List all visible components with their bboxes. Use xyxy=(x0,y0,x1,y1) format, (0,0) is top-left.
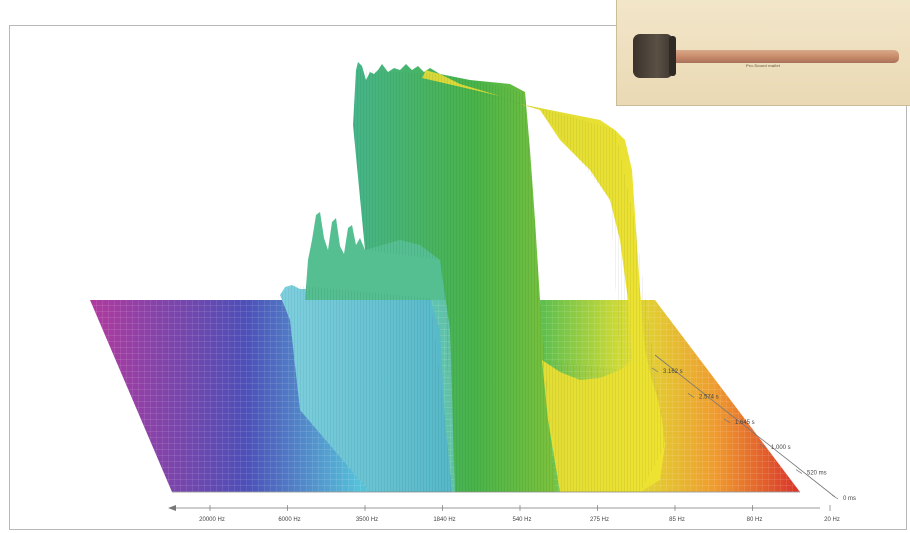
time-axis: 0 ms 520 ms 1.000 s 1.645 s 2.574 s 3.162 s xyxy=(651,354,856,502)
mallet-icon xyxy=(633,34,899,78)
axis-arrow-icon xyxy=(168,505,176,511)
x-tick-label: 1840 Hz xyxy=(433,517,455,523)
z-tick-label: 1.000 s xyxy=(771,445,791,451)
x-tick-label: 20 Hz xyxy=(824,517,840,523)
z-tick-label: 2.574 s xyxy=(699,394,719,400)
x-tick-label: 85 Hz xyxy=(669,517,685,523)
mallet-inset xyxy=(616,0,910,106)
x-tick-label: 80 Hz xyxy=(747,517,763,523)
z-tick-mark xyxy=(831,494,839,500)
z-tick-label: 1.645 s xyxy=(735,420,755,426)
z-tick-label: 0 ms xyxy=(843,496,856,502)
z-tick-mark xyxy=(759,443,767,449)
x-tick-label: 6000 Hz xyxy=(278,517,300,523)
z-tick-mark xyxy=(651,367,659,373)
wall-texture-cyan xyxy=(280,285,452,492)
x-tick-label: 3500 Hz xyxy=(356,517,378,523)
z-tick-label: 3.162 s xyxy=(663,369,683,375)
z-tick-label: 520 ms xyxy=(807,471,827,477)
wall-texture-green xyxy=(353,70,555,492)
x-tick-label: 540 Hz xyxy=(512,517,531,523)
series-mid-peaks xyxy=(305,212,452,300)
z-tick-mark xyxy=(795,469,803,474)
x-tick-label: 20000 Hz xyxy=(199,517,225,523)
z-tick-mark xyxy=(723,418,731,424)
frequency-axis: 20000 Hz 6000 Hz 3500 Hz 1840 Hz 540 Hz 275 H… xyxy=(168,505,840,523)
z-tick-mark xyxy=(687,393,695,398)
x-tick-label: 275 Hz xyxy=(590,517,609,523)
mallet-label: Pro-Sound mallet xyxy=(746,63,781,68)
wall-texture-yellow xyxy=(422,78,665,492)
